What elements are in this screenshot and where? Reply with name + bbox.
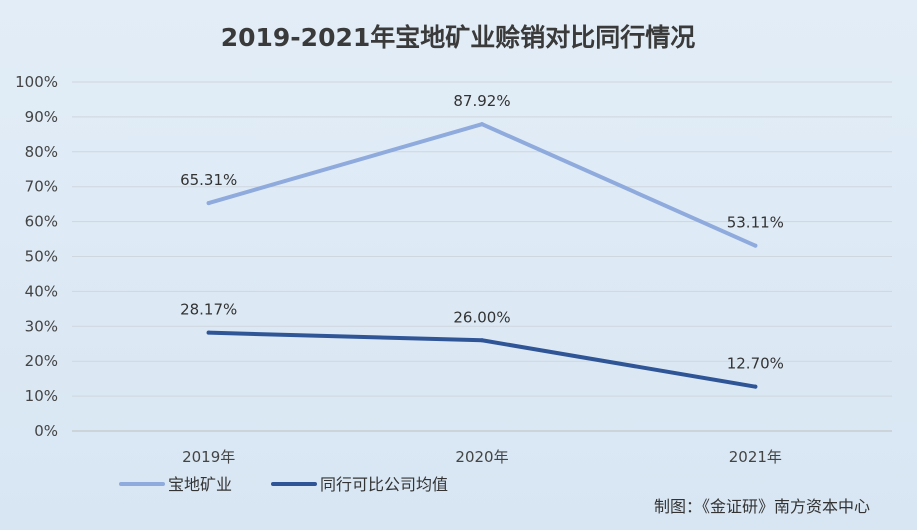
y-tick-label: 60% xyxy=(25,213,58,231)
y-tick-label: 50% xyxy=(25,248,58,266)
x-tick-label: 2019年 xyxy=(182,448,235,466)
data-point xyxy=(206,201,211,206)
data-point xyxy=(480,338,484,343)
legend-label: 宝地矿业 xyxy=(168,475,232,494)
y-tick-label: 70% xyxy=(25,178,58,196)
y-tick-label: 0% xyxy=(34,422,58,440)
data-label: 65.31% xyxy=(180,171,237,189)
y-tick-label: 40% xyxy=(25,282,58,300)
data-label: 12.70% xyxy=(727,355,784,373)
x-tick-label: 2020年 xyxy=(455,448,508,466)
data-label: 53.11% xyxy=(727,214,784,232)
y-tick-label: 10% xyxy=(25,387,58,405)
data-point xyxy=(753,384,758,389)
data-label: 87.92% xyxy=(453,92,510,110)
y-tick-label: 80% xyxy=(25,143,58,161)
data-label: 28.17% xyxy=(180,301,237,319)
data-point xyxy=(753,243,758,248)
x-tick-label: 2021年 xyxy=(729,448,782,466)
legend-label: 同行可比公司均值 xyxy=(320,475,448,494)
y-tick-label: 20% xyxy=(25,352,58,370)
y-tick-label: 30% xyxy=(25,317,58,335)
data-label: 26.00% xyxy=(453,308,510,326)
series-line-1 xyxy=(206,122,758,248)
y-tick-label: 100% xyxy=(15,73,58,91)
data-point xyxy=(206,330,211,335)
credit-text: 制图：《金证研》南方资本中心 xyxy=(654,497,870,516)
data-point xyxy=(480,122,484,127)
chart-title: 2019-2021年宝地矿业赊销对比同行情况 xyxy=(221,23,696,52)
y-tick-label: 90% xyxy=(25,108,58,126)
